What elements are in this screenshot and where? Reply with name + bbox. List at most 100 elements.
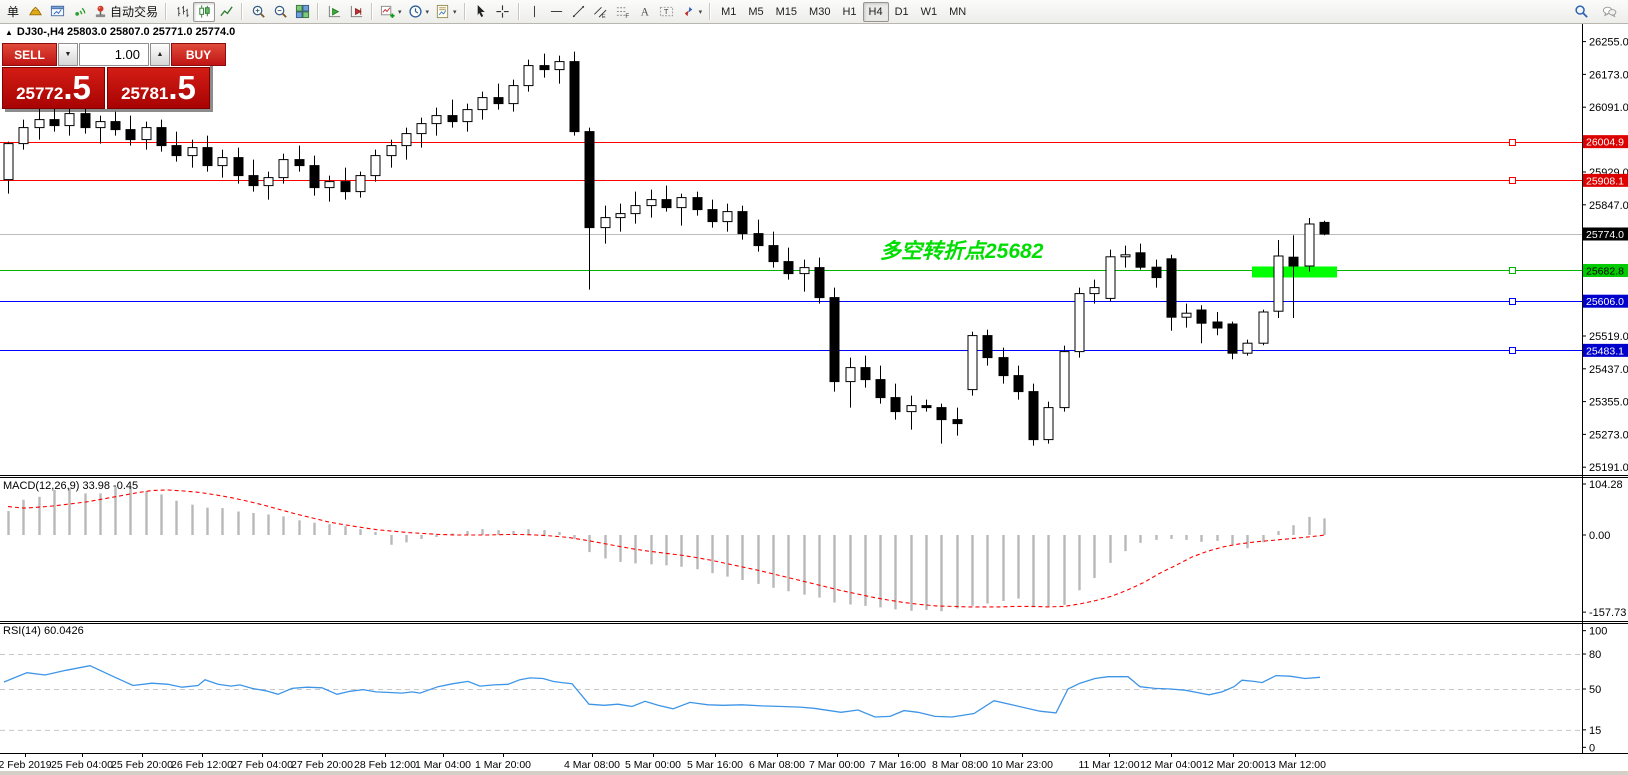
time-tick-label: 4 Mar 08:00 xyxy=(564,759,620,771)
timeframe-mn[interactable]: MN xyxy=(949,5,967,18)
line-handle[interactable] xyxy=(1509,267,1516,274)
price-badge xyxy=(1583,135,1628,149)
time-tick-label: 26 Feb 12:00 xyxy=(171,759,233,771)
toolbar-separator xyxy=(317,3,320,20)
panel-separators[interactable] xyxy=(0,24,1628,754)
vertical-line-icon[interactable] xyxy=(524,2,546,22)
rsi-axis-label: 100 xyxy=(1589,626,1607,638)
rsi-line xyxy=(3,665,1321,718)
timeframe-d1[interactable]: D1 xyxy=(894,5,909,18)
chat-icon[interactable] xyxy=(1598,2,1620,22)
new-order-button[interactable]: 单 xyxy=(6,5,19,19)
time-tick-label: 1 Mar 04:00 xyxy=(415,759,471,771)
arrows-icon[interactable]: ▾ xyxy=(678,2,706,22)
annotation-text[interactable]: 多空转折点25682 xyxy=(880,239,1044,263)
price-tick-label: 25847.0 xyxy=(1589,200,1628,212)
zoom-in-icon[interactable] xyxy=(247,2,269,22)
toolbar-separator xyxy=(463,3,466,20)
label-icon[interactable]: T xyxy=(656,2,678,22)
autotrading-button[interactable]: 自动交易 xyxy=(90,2,161,22)
rsi-label: RSI(14) 60.0426 xyxy=(3,625,84,637)
time-tick-label: 11 Mar 12:00 xyxy=(1078,759,1139,771)
zoom-out-icon[interactable] xyxy=(269,2,291,22)
search-icon[interactable] xyxy=(1570,2,1592,22)
time-tick-label: 7 Mar 00:00 xyxy=(809,759,865,771)
time-tick-label: 12 Mar 20:00 xyxy=(1202,759,1264,771)
time-tick-label: 2 Feb 2019 xyxy=(0,759,52,771)
volume-input[interactable] xyxy=(79,43,149,66)
text-icon[interactable]: A xyxy=(634,2,656,22)
timeframe-m15[interactable]: M15 xyxy=(775,5,798,18)
time-tick-label: 7 Mar 16:00 xyxy=(870,759,926,771)
line-handle[interactable] xyxy=(1509,298,1516,305)
timeframe-m30[interactable]: M30 xyxy=(809,5,831,18)
toolbar-separator xyxy=(709,3,712,20)
buy-price[interactable]: 25781 .5 xyxy=(107,67,210,109)
svg-text:25908.1: 25908.1 xyxy=(1586,175,1624,187)
one-click-trading-panel: SELL ▼ ▲ BUY 25772 .5 25781 .5 xyxy=(2,43,226,109)
cursor-icon[interactable] xyxy=(470,2,492,22)
time-tick-label: 27 Feb 04:00 xyxy=(231,759,293,771)
time-tick-label: 13 Mar 12:00 xyxy=(1264,759,1326,771)
crosshair-icon[interactable] xyxy=(492,2,514,22)
time-tick-label: 12 Mar 04:00 xyxy=(1140,759,1202,771)
timeframe-m5[interactable]: M5 xyxy=(748,5,764,18)
templates-icon[interactable]: ▾ xyxy=(432,2,460,22)
macd-label: MACD(12,26,9) 33.98 -0.45 xyxy=(3,480,138,492)
time-tick-label: 6 Mar 08:00 xyxy=(749,759,805,771)
horizontal-line-icon[interactable] xyxy=(546,2,568,22)
time-tick-label: 27 Feb 20:00 xyxy=(291,759,353,771)
line-chart-icon[interactable] xyxy=(215,2,237,22)
highlight-zone[interactable] xyxy=(1252,266,1337,278)
chart-window-icon[interactable] xyxy=(46,2,68,22)
line-handle[interactable] xyxy=(1509,177,1516,184)
time-tick-label: 25 Feb 04:00 xyxy=(51,759,113,771)
auto-scroll-icon[interactable] xyxy=(323,2,345,22)
rsi-indicator: RSI(14) 60.0426 xyxy=(0,625,1582,731)
tile-windows-icon[interactable] xyxy=(291,2,313,22)
price-badge xyxy=(1583,263,1628,277)
volume-decrease-button[interactable]: ▼ xyxy=(58,43,78,66)
svg-text:T: T xyxy=(664,7,669,16)
buy-button[interactable]: BUY xyxy=(171,43,226,66)
periods-icon[interactable]: ▾ xyxy=(405,2,433,22)
fibonacci-icon[interactable]: F xyxy=(612,2,634,22)
collapse-icon[interactable]: ▲ xyxy=(5,27,13,37)
buy-price-frac: .5 xyxy=(168,69,196,106)
signal-icon[interactable] xyxy=(68,2,90,22)
macd-signal-line xyxy=(7,489,1325,608)
line-handle[interactable] xyxy=(1509,139,1516,146)
price-tick-label: 26091.0 xyxy=(1589,102,1628,114)
sell-price[interactable]: 25772 .5 xyxy=(2,67,105,109)
trendline-icon[interactable] xyxy=(568,2,590,22)
chart-area[interactable]: 多空转折点25682 MACD(12,26,9) 33.98 -0.45 RSI(1… xyxy=(0,24,1628,775)
price-tick-label: 25191.0 xyxy=(1589,462,1628,474)
sell-button[interactable]: SELL xyxy=(2,43,57,66)
volume-increase-button[interactable]: ▲ xyxy=(150,43,170,66)
rsi-axis-label: 50 xyxy=(1589,684,1601,696)
timeframe-h4[interactable]: H4 xyxy=(862,1,889,22)
sell-price-main: 25772 xyxy=(16,84,64,103)
timeframe-w1[interactable]: W1 xyxy=(920,5,938,18)
bar-chart-icon[interactable] xyxy=(171,2,193,22)
svg-text:25682.8: 25682.8 xyxy=(1586,265,1624,277)
trade-panel-prices: 25772 .5 25781 .5 xyxy=(2,67,210,109)
chart-shift-icon[interactable] xyxy=(345,2,367,22)
price-chart-canvas[interactable]: 多空转折点25682 MACD(12,26,9) 33.98 -0.45 RSI(1… xyxy=(0,24,1628,775)
time-tick-label: 25 Feb 20:00 xyxy=(111,759,173,771)
svg-text:25606.0: 25606.0 xyxy=(1586,296,1624,308)
toolbar-separator xyxy=(517,3,520,20)
line-handle[interactable] xyxy=(1509,347,1516,354)
time-tick-label: 8 Mar 08:00 xyxy=(932,759,988,771)
time-tick-label: 10 Mar 23:00 xyxy=(991,759,1053,771)
candlestick-chart-icon[interactable] xyxy=(193,1,216,22)
timeframe-m1[interactable]: M1 xyxy=(721,5,737,18)
price-badge xyxy=(1583,294,1628,308)
toolbar-separator xyxy=(371,3,374,20)
channel-icon[interactable]: E xyxy=(590,2,612,22)
indicators-icon[interactable]: ▾ xyxy=(377,2,405,22)
timeframe-h1[interactable]: H1 xyxy=(842,5,857,18)
macd-axis-label: -157.73 xyxy=(1589,607,1626,619)
gold-icon[interactable] xyxy=(24,2,46,22)
